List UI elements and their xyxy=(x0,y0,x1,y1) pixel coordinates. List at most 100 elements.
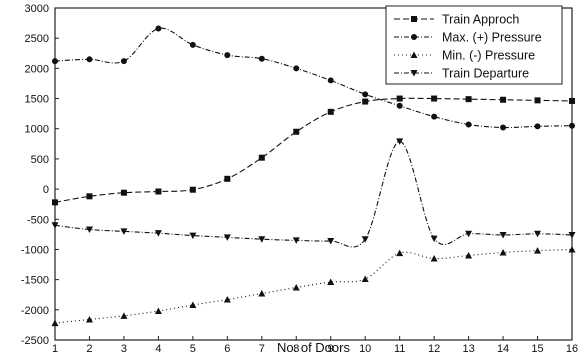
y-tick-label: -500 xyxy=(27,214,49,226)
x-tick-label: 15 xyxy=(531,343,543,354)
x-tick-label: 11 xyxy=(394,343,405,354)
plot-border xyxy=(54,7,573,341)
data-point xyxy=(189,232,197,240)
data-point xyxy=(362,91,369,98)
legend-item: Min. (-) Pressure xyxy=(394,49,535,63)
data-point xyxy=(293,65,300,72)
data-point xyxy=(120,228,128,235)
data-point xyxy=(154,230,162,237)
y-tick-label: 2000 xyxy=(25,63,49,75)
data-point xyxy=(499,231,507,239)
y-tick-label: -1500 xyxy=(21,275,49,287)
series-3 xyxy=(51,245,576,327)
data-point xyxy=(224,52,231,59)
data-point xyxy=(430,255,438,262)
legend-label: Max. (+) Pressure xyxy=(442,31,542,45)
data-point xyxy=(499,248,507,256)
data-point xyxy=(155,188,162,195)
legend: Train Approch Max. (+) Pressure Min. (-) P… xyxy=(385,5,563,85)
legend-item: Max. (+) Pressure xyxy=(394,31,542,45)
data-point xyxy=(51,319,59,327)
data-point xyxy=(534,123,541,130)
legend-item: Train Approch xyxy=(394,13,519,27)
data-point xyxy=(155,25,162,32)
data-point xyxy=(258,236,266,243)
data-point xyxy=(396,95,403,102)
data-point xyxy=(569,97,575,104)
data-point xyxy=(120,189,127,196)
data-point xyxy=(465,230,473,238)
data-point xyxy=(258,154,265,161)
data-point xyxy=(568,231,576,239)
data-point xyxy=(431,95,438,102)
x-tick-label: 1 xyxy=(52,343,58,354)
data-point xyxy=(500,96,507,103)
data-point xyxy=(569,122,575,129)
data-point xyxy=(327,278,335,286)
data-point xyxy=(292,237,300,244)
x-axis-title: No. of Doors xyxy=(277,340,350,354)
data-point xyxy=(223,234,231,241)
y-tick-label: 500 xyxy=(31,154,49,166)
series-1 xyxy=(52,95,575,206)
legend-marker xyxy=(411,16,417,22)
data-point xyxy=(293,128,300,135)
data-point xyxy=(258,290,266,297)
x-tick-label: 2 xyxy=(86,343,92,354)
x-tick-label: 3 xyxy=(121,343,127,354)
data-point xyxy=(465,121,472,128)
y-tick-label: -2000 xyxy=(21,305,49,317)
data-point xyxy=(534,97,541,104)
data-point xyxy=(534,247,542,254)
series-line xyxy=(54,97,573,203)
legend-label: Min. (-) Pressure xyxy=(442,49,535,63)
data-point xyxy=(52,58,58,65)
data-point xyxy=(327,238,335,245)
x-tick-label: 16 xyxy=(566,343,578,354)
y-tick-label: 3000 xyxy=(25,3,49,15)
x-tick-label: 8 xyxy=(293,343,299,354)
series-line xyxy=(54,248,573,324)
data-point xyxy=(189,41,196,48)
data-point xyxy=(500,124,507,131)
data-point xyxy=(85,226,93,234)
data-point xyxy=(430,235,438,243)
legend-marker xyxy=(411,34,417,40)
y-tick-label: -1000 xyxy=(21,244,49,256)
y-tick-label: 1500 xyxy=(25,94,49,106)
data-point xyxy=(86,193,93,200)
data-point xyxy=(258,55,265,62)
y-tick-label: 1000 xyxy=(25,124,49,136)
data-point xyxy=(154,307,162,315)
y-axis-ticks: -2500 -2000 -1500 -1000 -500 0 500 1000 1500 2000… xyxy=(21,3,59,347)
legend-label: Train Approch xyxy=(442,13,519,27)
data-point xyxy=(327,108,334,115)
series-line xyxy=(54,140,573,248)
series-2 xyxy=(52,25,575,131)
x-tick-label: 6 xyxy=(224,343,230,354)
series-4 xyxy=(51,138,576,248)
data-point xyxy=(51,222,59,229)
data-point xyxy=(396,249,404,257)
data-point xyxy=(396,138,404,145)
data-point xyxy=(292,283,300,291)
data-point xyxy=(431,113,438,120)
plot-area xyxy=(54,7,573,341)
legend-marker xyxy=(410,70,418,77)
x-tick-label: 9 xyxy=(328,343,334,354)
legend-item: Train Departure xyxy=(394,67,529,81)
data-point xyxy=(465,96,472,103)
data-point xyxy=(85,315,93,323)
data-point xyxy=(568,245,576,253)
data-point xyxy=(120,58,127,65)
data-point xyxy=(361,236,369,243)
x-tick-label: 4 xyxy=(155,343,161,354)
legend-label: Train Departure xyxy=(442,67,529,81)
data-point xyxy=(362,98,369,105)
data-point xyxy=(534,230,542,238)
data-point xyxy=(189,186,196,193)
series-line xyxy=(54,27,573,129)
data-point xyxy=(361,275,369,283)
legend-marker xyxy=(410,51,418,58)
